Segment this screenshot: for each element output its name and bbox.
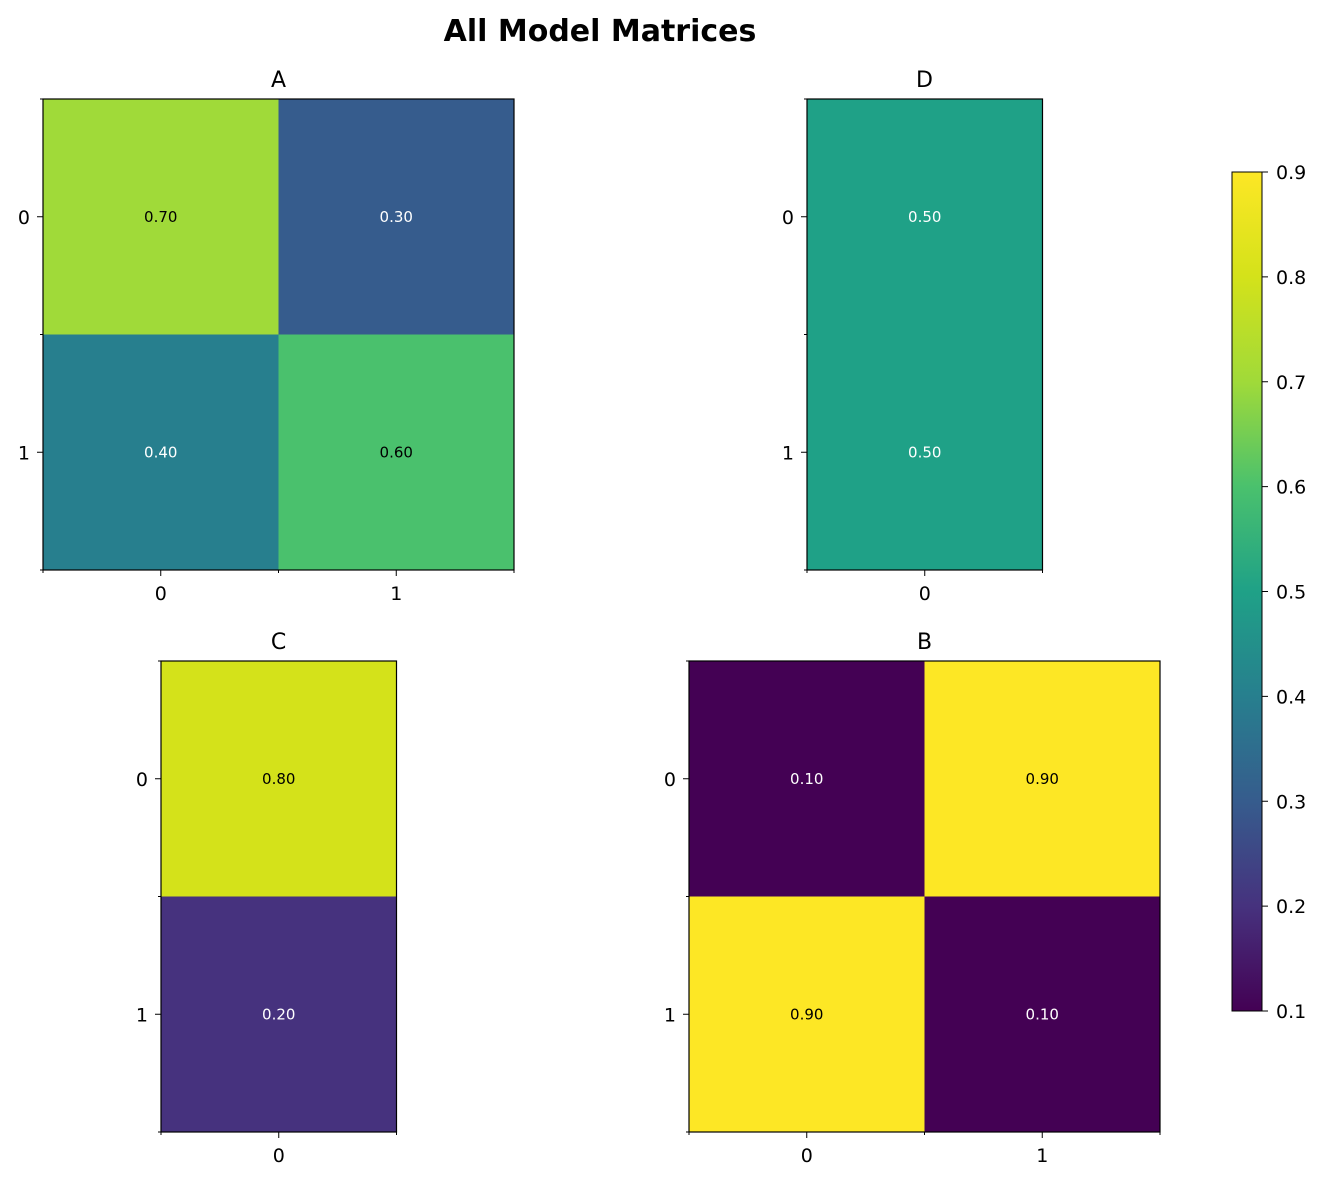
- y-tick-label: 1: [136, 1004, 148, 1026]
- heatmap-cell: [161, 896, 397, 1132]
- x-tick-label: 0: [273, 1145, 285, 1167]
- heatmap-cell: [278, 99, 514, 335]
- colorbar-gradient: [1231, 171, 1263, 1012]
- colorbar-tick-label: 0.6: [1276, 477, 1306, 499]
- heatmap-panels: A 0.70 0.30 0.40 0.60 0 1 0 1 D 0.50 0.50 0 1 0 C 0.80 0.…: [18, 68, 1161, 1167]
- x-tick-label: 0: [919, 583, 931, 605]
- cell-value-label: 0.20: [262, 1005, 295, 1023]
- heatmap-cell: [807, 334, 1043, 570]
- panel-title: C: [271, 630, 286, 655]
- cell-value-label: 0.50: [908, 443, 941, 461]
- cell-value-label: 0.80: [262, 770, 295, 788]
- heatmap-panel-d: D 0.50 0.50 0 1 0: [782, 68, 1044, 605]
- cell-value-label: 0.30: [380, 208, 413, 226]
- y-tick-label: 0: [782, 207, 794, 229]
- colorbar-tick-label: 0.8: [1276, 267, 1306, 289]
- y-tick-label: 1: [18, 442, 30, 464]
- cell-value-label: 0.40: [144, 443, 177, 461]
- cell-value-label: 0.90: [1026, 770, 1059, 788]
- heatmap-cell: [807, 99, 1043, 335]
- heatmap-cell: [43, 334, 279, 570]
- heatmap-cell: [278, 334, 514, 570]
- cell-value-label: 0.70: [144, 208, 177, 226]
- colorbar-tick-label: 0.1: [1276, 1001, 1306, 1023]
- x-tick-label: 1: [390, 583, 402, 605]
- heatmap-cell: [924, 661, 1160, 897]
- colorbar-tick-label: 0.3: [1276, 791, 1306, 813]
- cell-value-label: 0.10: [1026, 1005, 1059, 1023]
- colorbar-tick-label: 0.9: [1276, 162, 1306, 184]
- heatmap-panel-c: C 0.80 0.20 0 1 0: [136, 630, 398, 1167]
- y-tick-label: 0: [18, 207, 30, 229]
- heatmap-cell: [689, 896, 925, 1132]
- y-tick-label: 1: [664, 1004, 676, 1026]
- heatmap-cell: [689, 661, 925, 897]
- x-tick-label: 0: [801, 1145, 813, 1167]
- cell-value-label: 0.60: [380, 443, 413, 461]
- panel-title: A: [271, 68, 286, 93]
- x-tick-label: 0: [155, 583, 167, 605]
- heatmap-panel-b: B 0.10 0.90 0.90 0.10 0 1 0 1: [664, 630, 1161, 1167]
- heatmap-cell: [161, 661, 397, 897]
- y-tick-label: 0: [136, 769, 148, 791]
- panel-title: D: [916, 68, 933, 93]
- cell-value-label: 0.50: [908, 208, 941, 226]
- cell-value-label: 0.90: [790, 1005, 823, 1023]
- figure-title: All Model Matrices: [444, 14, 757, 49]
- heatmap-panel-a: A 0.70 0.30 0.40 0.60 0 1 0 1: [18, 68, 515, 605]
- y-tick-label: 1: [782, 442, 794, 464]
- colorbar-ticks: 0.1 0.2 0.3 0.4 0.5 0.6 0.7 0.8 0.9: [1262, 162, 1306, 1023]
- cell-value-label: 0.10: [790, 770, 823, 788]
- colorbar-tick-label: 0.5: [1276, 582, 1306, 604]
- panel-title: B: [917, 630, 932, 655]
- colorbar-tick-label: 0.4: [1276, 686, 1306, 708]
- x-tick-label: 1: [1036, 1145, 1048, 1167]
- heatmap-cell: [924, 896, 1160, 1132]
- colorbar: 0.1 0.2 0.3 0.4 0.5 0.6 0.7 0.8 0.9: [1231, 162, 1306, 1023]
- colorbar-tick-label: 0.2: [1276, 896, 1306, 918]
- heatmap-cell: [43, 99, 279, 335]
- y-tick-label: 0: [664, 769, 676, 791]
- colorbar-tick-label: 0.7: [1276, 372, 1306, 394]
